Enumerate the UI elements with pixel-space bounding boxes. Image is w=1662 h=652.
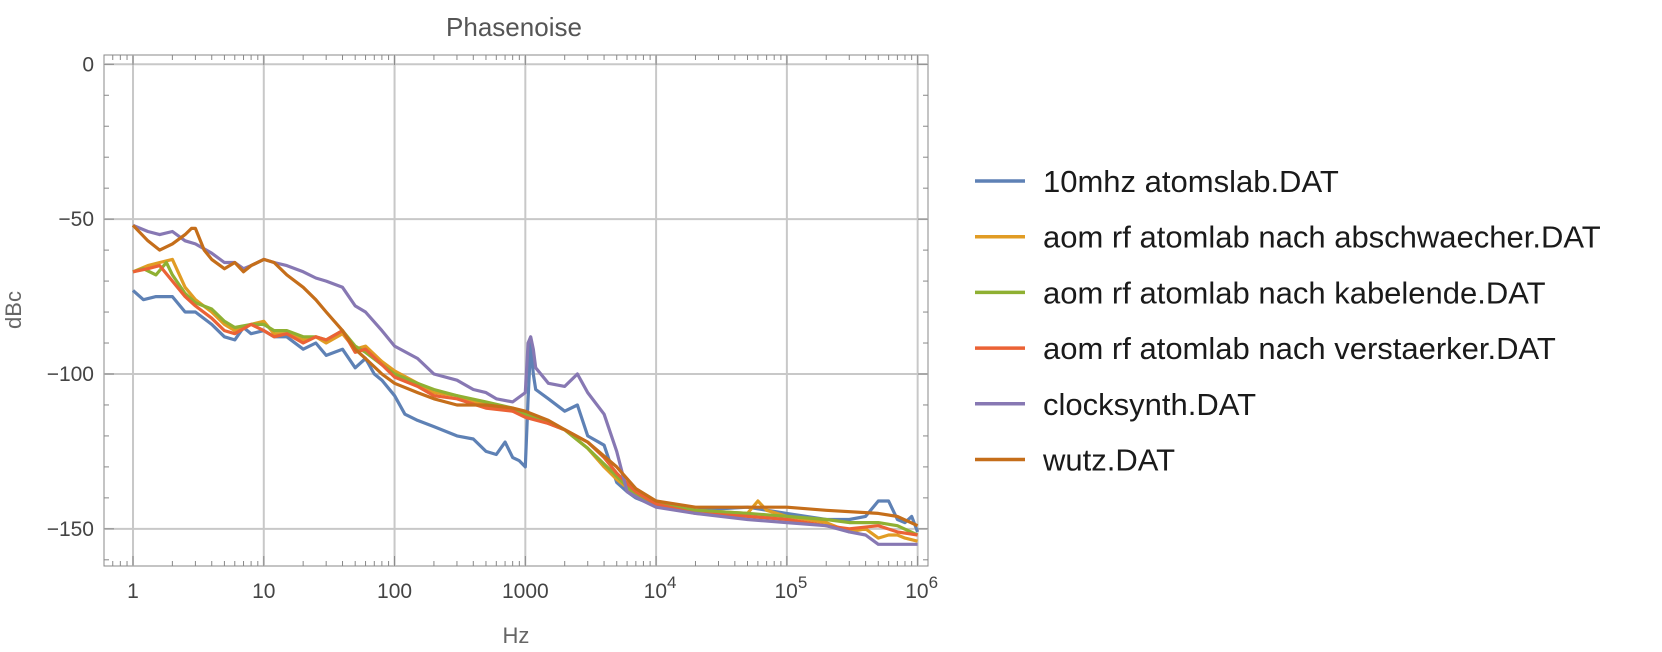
y-tick-labels: 0 −50 −100 −150 bbox=[47, 53, 94, 541]
y-tick-label: 0 bbox=[82, 53, 94, 76]
x-tick-label: 100 bbox=[377, 580, 412, 603]
chart-title: Phasenoise bbox=[446, 12, 582, 42]
series-lines bbox=[131, 223, 920, 546]
legend: 10mhz atomslab.DAT aom rf atomlab nach ab… bbox=[975, 164, 1601, 478]
legend-label: aom rf atomlab nach kabelende.DAT bbox=[1043, 275, 1546, 310]
legend-label: 10mhz atomslab.DAT bbox=[1043, 164, 1339, 199]
legend-label: wutz.DAT bbox=[1042, 443, 1175, 478]
x-axis-label: Hz bbox=[503, 623, 530, 648]
x-tick-label: 106 bbox=[905, 573, 938, 603]
legend-label: clocksynth.DAT bbox=[1043, 387, 1256, 422]
y-tick-label: −100 bbox=[47, 363, 94, 386]
grid-lines bbox=[104, 55, 928, 566]
y-tick-label: −150 bbox=[47, 518, 94, 541]
y-axis-label: dBc bbox=[1, 291, 26, 329]
x-tick-label: 105 bbox=[774, 573, 807, 603]
series-line-6 bbox=[131, 224, 919, 528]
axis-ticks bbox=[103, 55, 928, 566]
legend-label: aom rf atomlab nach verstaerker.DAT bbox=[1043, 331, 1556, 366]
x-tick-label: 10 bbox=[252, 580, 275, 603]
legend-label: aom rf atomlab nach abschwaecher.DAT bbox=[1043, 220, 1601, 255]
x-tick-label: 1 bbox=[127, 580, 139, 603]
y-tick-label: −50 bbox=[58, 208, 94, 231]
plot-area bbox=[103, 54, 929, 567]
x-tick-label: 104 bbox=[644, 573, 677, 603]
x-tick-labels: 1 10 100 1000 104 105 106 bbox=[127, 573, 938, 603]
x-tick-label: 1000 bbox=[502, 580, 549, 603]
